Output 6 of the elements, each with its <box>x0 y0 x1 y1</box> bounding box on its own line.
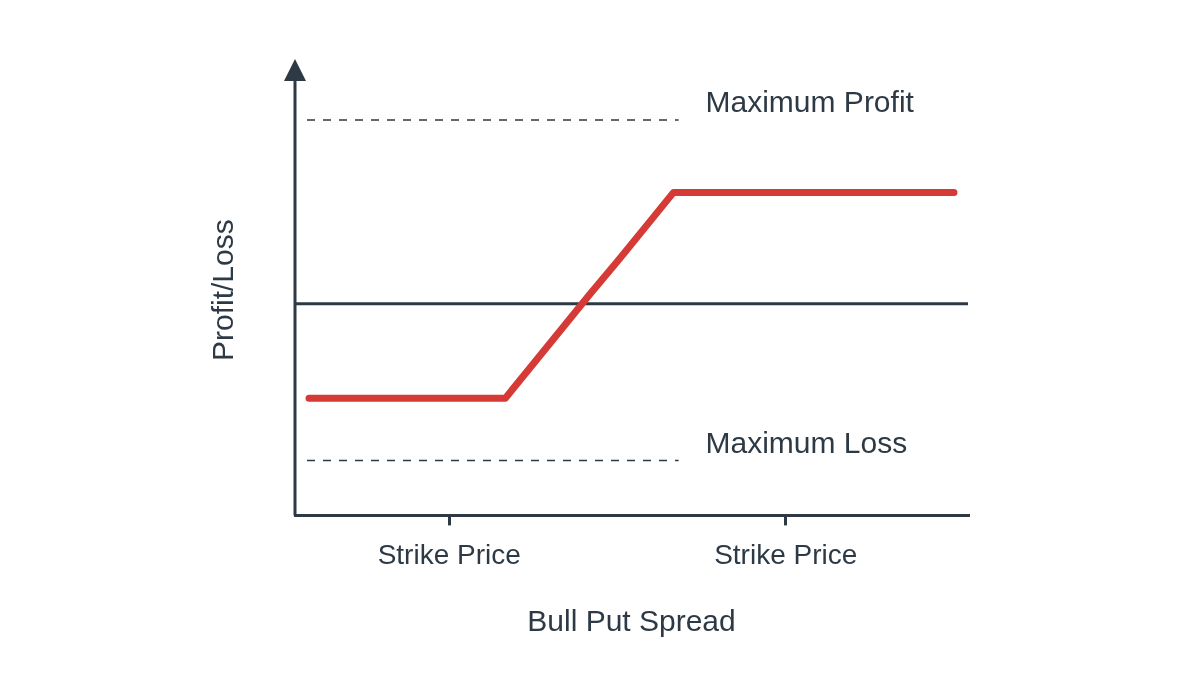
x-axis-title: Bull Put Spread <box>527 604 736 638</box>
ref-line-label: Maximum Profit <box>705 85 915 119</box>
x-tick-label: Strike Price <box>377 538 521 570</box>
x-tick-label: Strike Price <box>714 538 858 570</box>
ref-line-label: Maximum Loss <box>705 425 908 459</box>
y-axis-title: Profit/Loss <box>206 219 240 362</box>
